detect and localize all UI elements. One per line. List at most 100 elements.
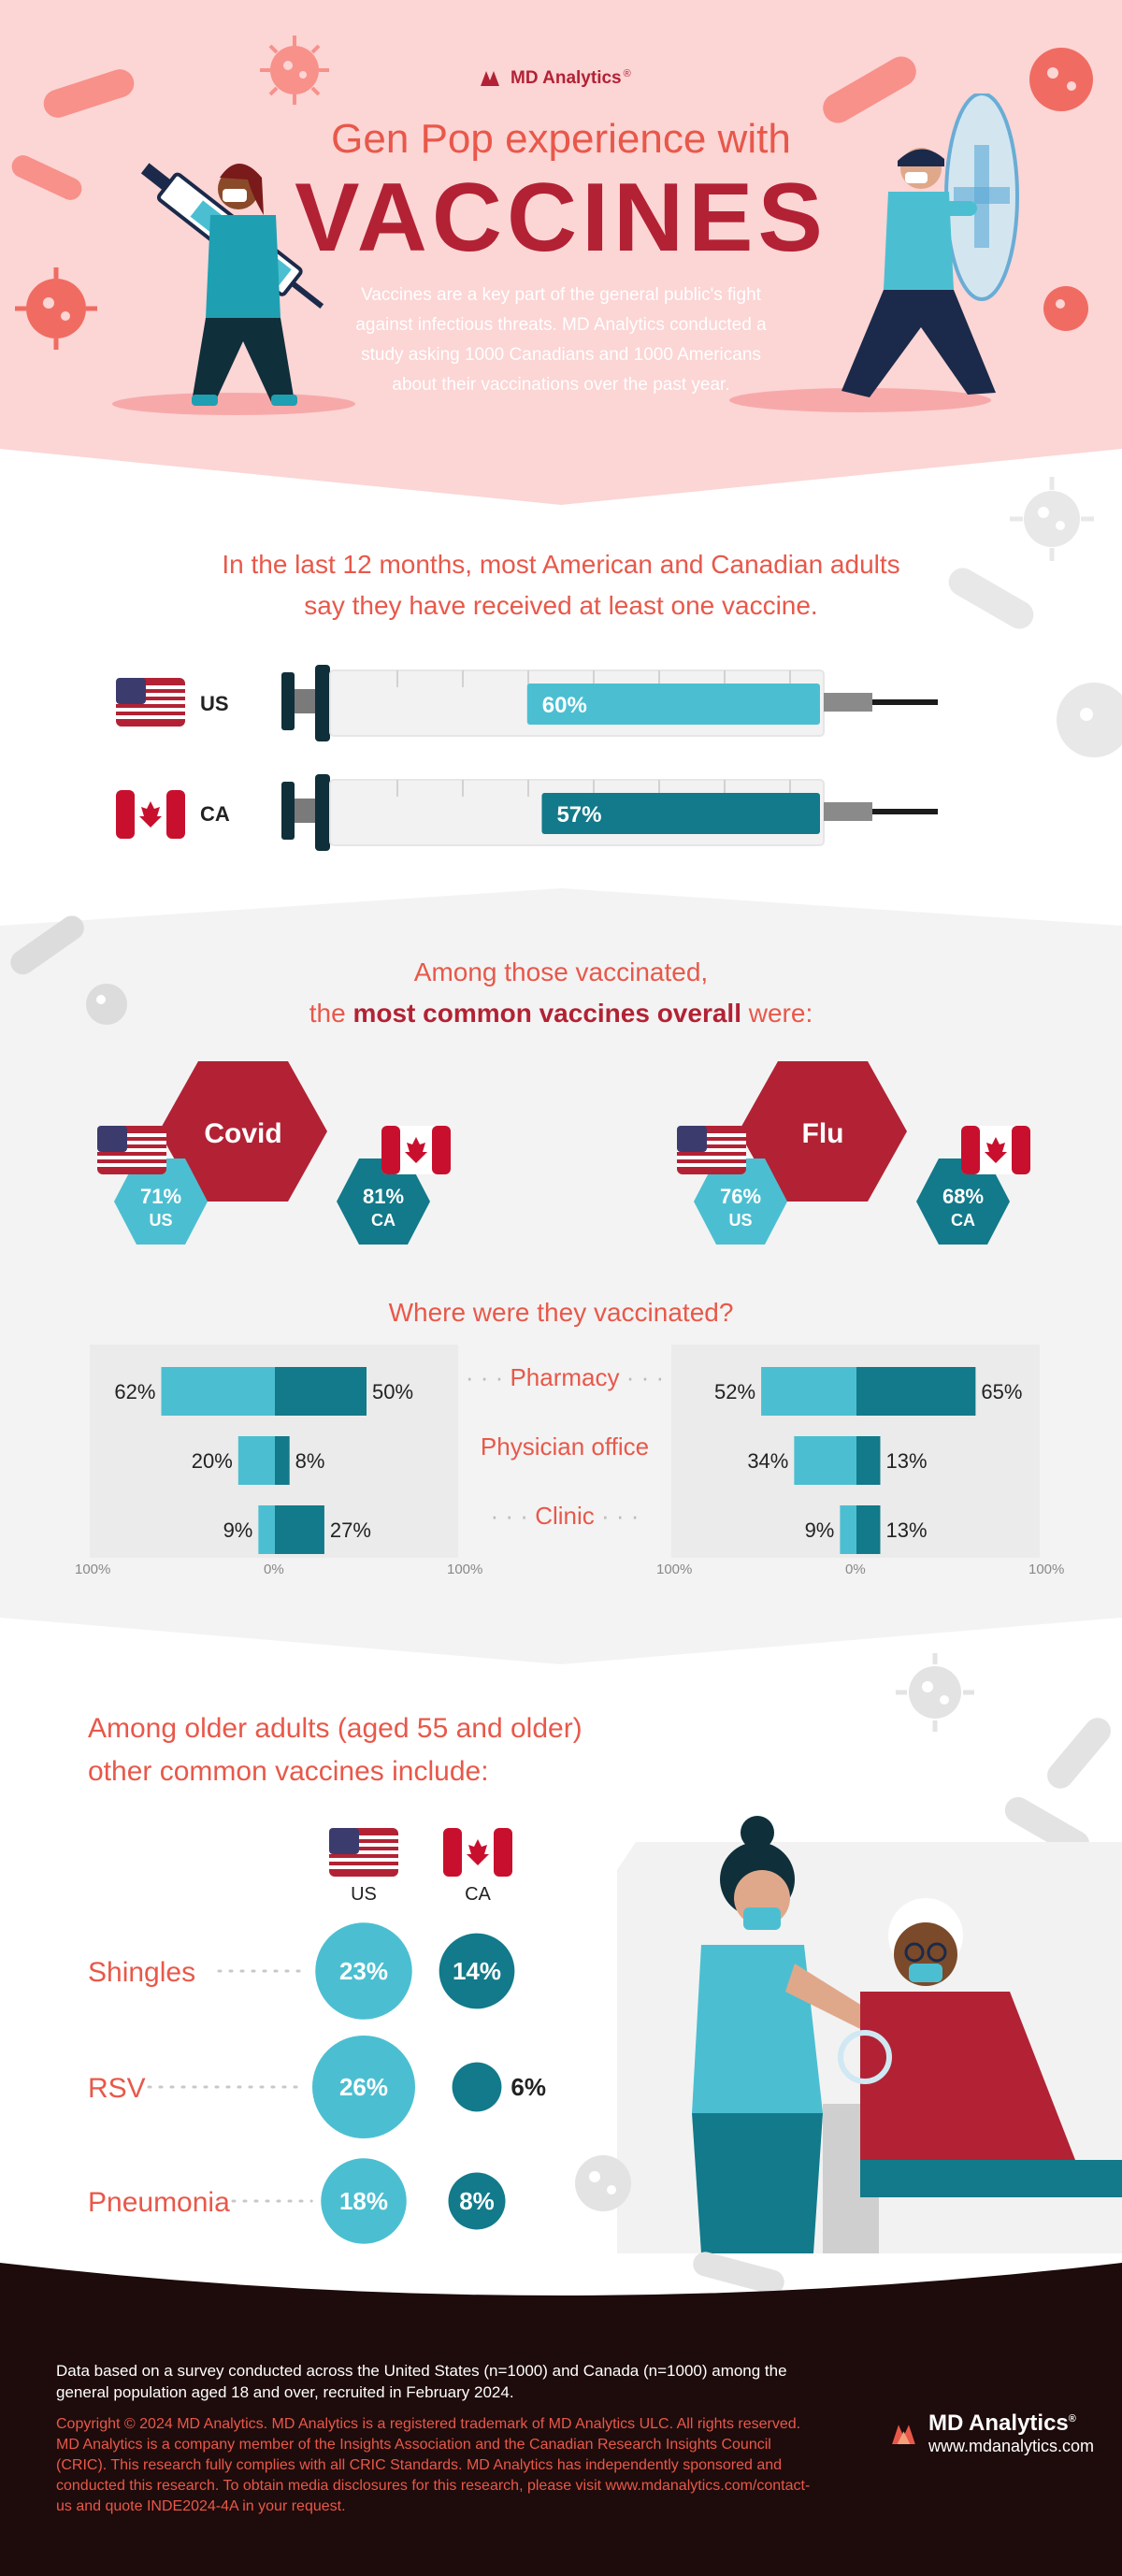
where-vaccinated-chart: 62% 50% 20% 8% 9% 27% 52% 65% 34% 13% 9% 13% — [114, 1367, 1022, 1554]
md-analytics-logo-icon — [892, 2424, 915, 2444]
older-adults-bubble-chart: Shingles 23% 14% RSV 26% 6% Pneumonia 18% 8% — [88, 1922, 546, 2244]
place-label-pharmacy: · · · Pharmacy · · · — [465, 1363, 665, 1391]
bubble-us-label-1: 26% — [339, 2073, 388, 2101]
category-label-0: Shingles — [88, 1957, 195, 1988]
value-label-us: 60% — [541, 693, 587, 718]
virus-icon — [1010, 477, 1094, 561]
bar-ca-0-2 — [275, 1505, 324, 1554]
axis-tick-center-covid: 0% — [264, 1561, 284, 1577]
flu-ca-tag: CA — [951, 1211, 975, 1230]
us-series-label: US — [351, 1884, 377, 1905]
value-label-ca-1-1: 13% — [885, 1449, 927, 1473]
bubble-us-label-0: 23% — [339, 1957, 388, 1985]
us-flag-icon — [677, 1126, 746, 1174]
place-label-text: Clinic — [535, 1502, 595, 1530]
heading-text: the — [309, 999, 353, 1028]
bacteria-icon — [10, 915, 84, 975]
us-label: US — [200, 692, 229, 715]
virus-icon — [1057, 683, 1122, 757]
value-label-us-1-1: 34% — [747, 1449, 788, 1473]
canada-flag-icon — [961, 1126, 1030, 1174]
axis-tick-left-flu: 100% — [656, 1561, 693, 1577]
bar-us-0-2 — [258, 1505, 275, 1554]
person-with-syringe-illustration — [140, 163, 324, 406]
vaccine-name-flu: Flu — [802, 1118, 844, 1149]
bar-ca-0-0 — [275, 1367, 367, 1416]
bubble-ca-0 — [439, 1933, 515, 2009]
us-flag-icon — [329, 1828, 398, 1877]
covid-ca-value: 81% — [363, 1185, 404, 1208]
person-with-shield-illustration — [842, 94, 1019, 397]
ca-label: CA — [200, 802, 230, 826]
section1-heading-line1: In the last 12 months, most American and… — [222, 550, 900, 579]
title-line-1: Gen Pop experience with — [331, 116, 791, 162]
bar-ca-1-1 — [856, 1436, 881, 1485]
footer-data-note: Data based on a survey conducted across … — [56, 2362, 787, 2401]
bar-us-1-1 — [794, 1436, 856, 1485]
footer-url[interactable]: www.mdanalytics.com — [928, 2437, 1094, 2455]
brand-logo: MD Analytics ® — [477, 62, 645, 95]
bar-ca-1-2 — [856, 1505, 881, 1554]
bacteria-icon — [1047, 1718, 1111, 1789]
heading-emphasis: most common vaccines overall — [352, 999, 741, 1028]
canada-flag-icon — [116, 790, 185, 839]
bacteria-icon — [948, 568, 1034, 629]
value-label-us-0-1: 20% — [192, 1449, 233, 1473]
footer-brand-registered-mark: ® — [1068, 2413, 1076, 2425]
virus-icon — [86, 984, 127, 1025]
bubble-ca-label-2: 8% — [459, 2187, 495, 2215]
bubble-us-1 — [312, 2036, 415, 2138]
value-label-us-0-2: 9% — [223, 1518, 253, 1542]
brand-name: MD Analytics — [511, 68, 622, 88]
category-label-2: Pneumonia — [88, 2187, 230, 2218]
covid-us-value: 71% — [140, 1185, 181, 1208]
section2-heading: Among those vaccinated, the most common … — [140, 952, 982, 1034]
flu-us-tag: US — [728, 1211, 752, 1230]
bacteria-icon — [11, 155, 82, 200]
section2-heading-line2: the most common vaccines overall were: — [140, 993, 982, 1034]
virus-icon — [1029, 48, 1093, 111]
bar-us — [526, 684, 820, 725]
us-flag-icon — [116, 678, 185, 727]
axis-tick-center-flu: 0% — [845, 1561, 866, 1577]
section1-heading: In the last 12 months, most American and… — [140, 544, 982, 626]
place-label-text: Pharmacy — [510, 1363, 620, 1391]
bar-ca-0-1 — [275, 1436, 290, 1485]
axis-tick-right-covid: 100% — [447, 1561, 483, 1577]
bubble-us-label-2: 18% — [339, 2187, 388, 2215]
value-label-ca-0-0: 50% — [372, 1380, 413, 1403]
value-label-us-0-0: 62% — [114, 1380, 155, 1403]
footer-brand: MD Analytics® www.mdanalytics.com — [888, 2411, 1094, 2456]
bubble-ca-2 — [448, 2172, 506, 2230]
bacteria-icon — [43, 69, 135, 118]
place-label-clinic: · · · Clinic · · · — [490, 1502, 640, 1530]
place-label-text: Physician office — [480, 1432, 650, 1461]
axis-tick-right-flu: 100% — [1028, 1561, 1065, 1577]
bar-us-1-2 — [840, 1505, 856, 1554]
md-analytics-logo-icon — [481, 71, 499, 86]
value-label-ca-0-1: 8% — [295, 1449, 325, 1473]
syringe-chart-ca — [281, 774, 938, 851]
value-label-us-1-0: 52% — [714, 1380, 755, 1403]
virus-icon — [896, 1653, 974, 1732]
canada-flag-icon — [381, 1126, 451, 1174]
syringe-chart-us — [281, 665, 938, 741]
flu-vaccine-group: Flu 76% US 68% CA — [694, 1061, 1010, 1245]
bubble-ca-1 — [452, 2062, 502, 2112]
place-label-physician-office: Physician office — [458, 1432, 671, 1461]
section3-heading-line2: other common vaccines include: — [88, 1756, 489, 1787]
virus-icon — [260, 36, 329, 105]
value-label-ca-1-0: 65% — [981, 1380, 1022, 1403]
bar-ca — [541, 793, 820, 834]
virus-icon — [1043, 286, 1088, 331]
us-flag-icon — [97, 1126, 166, 1174]
canada-flag-icon — [443, 1828, 512, 1877]
bar-ca-1-0 — [856, 1367, 976, 1416]
bubble-us-2 — [321, 2158, 407, 2244]
section3-heading-line1: Among older adults (aged 55 and older) — [88, 1713, 583, 1744]
covid-ca-tag: CA — [371, 1211, 396, 1230]
virus-icon — [575, 2155, 631, 2211]
intro-text: Vaccines are a key part of the general p… — [355, 285, 767, 395]
virus-icon — [15, 267, 97, 350]
value-label-ca: 57% — [556, 802, 602, 827]
